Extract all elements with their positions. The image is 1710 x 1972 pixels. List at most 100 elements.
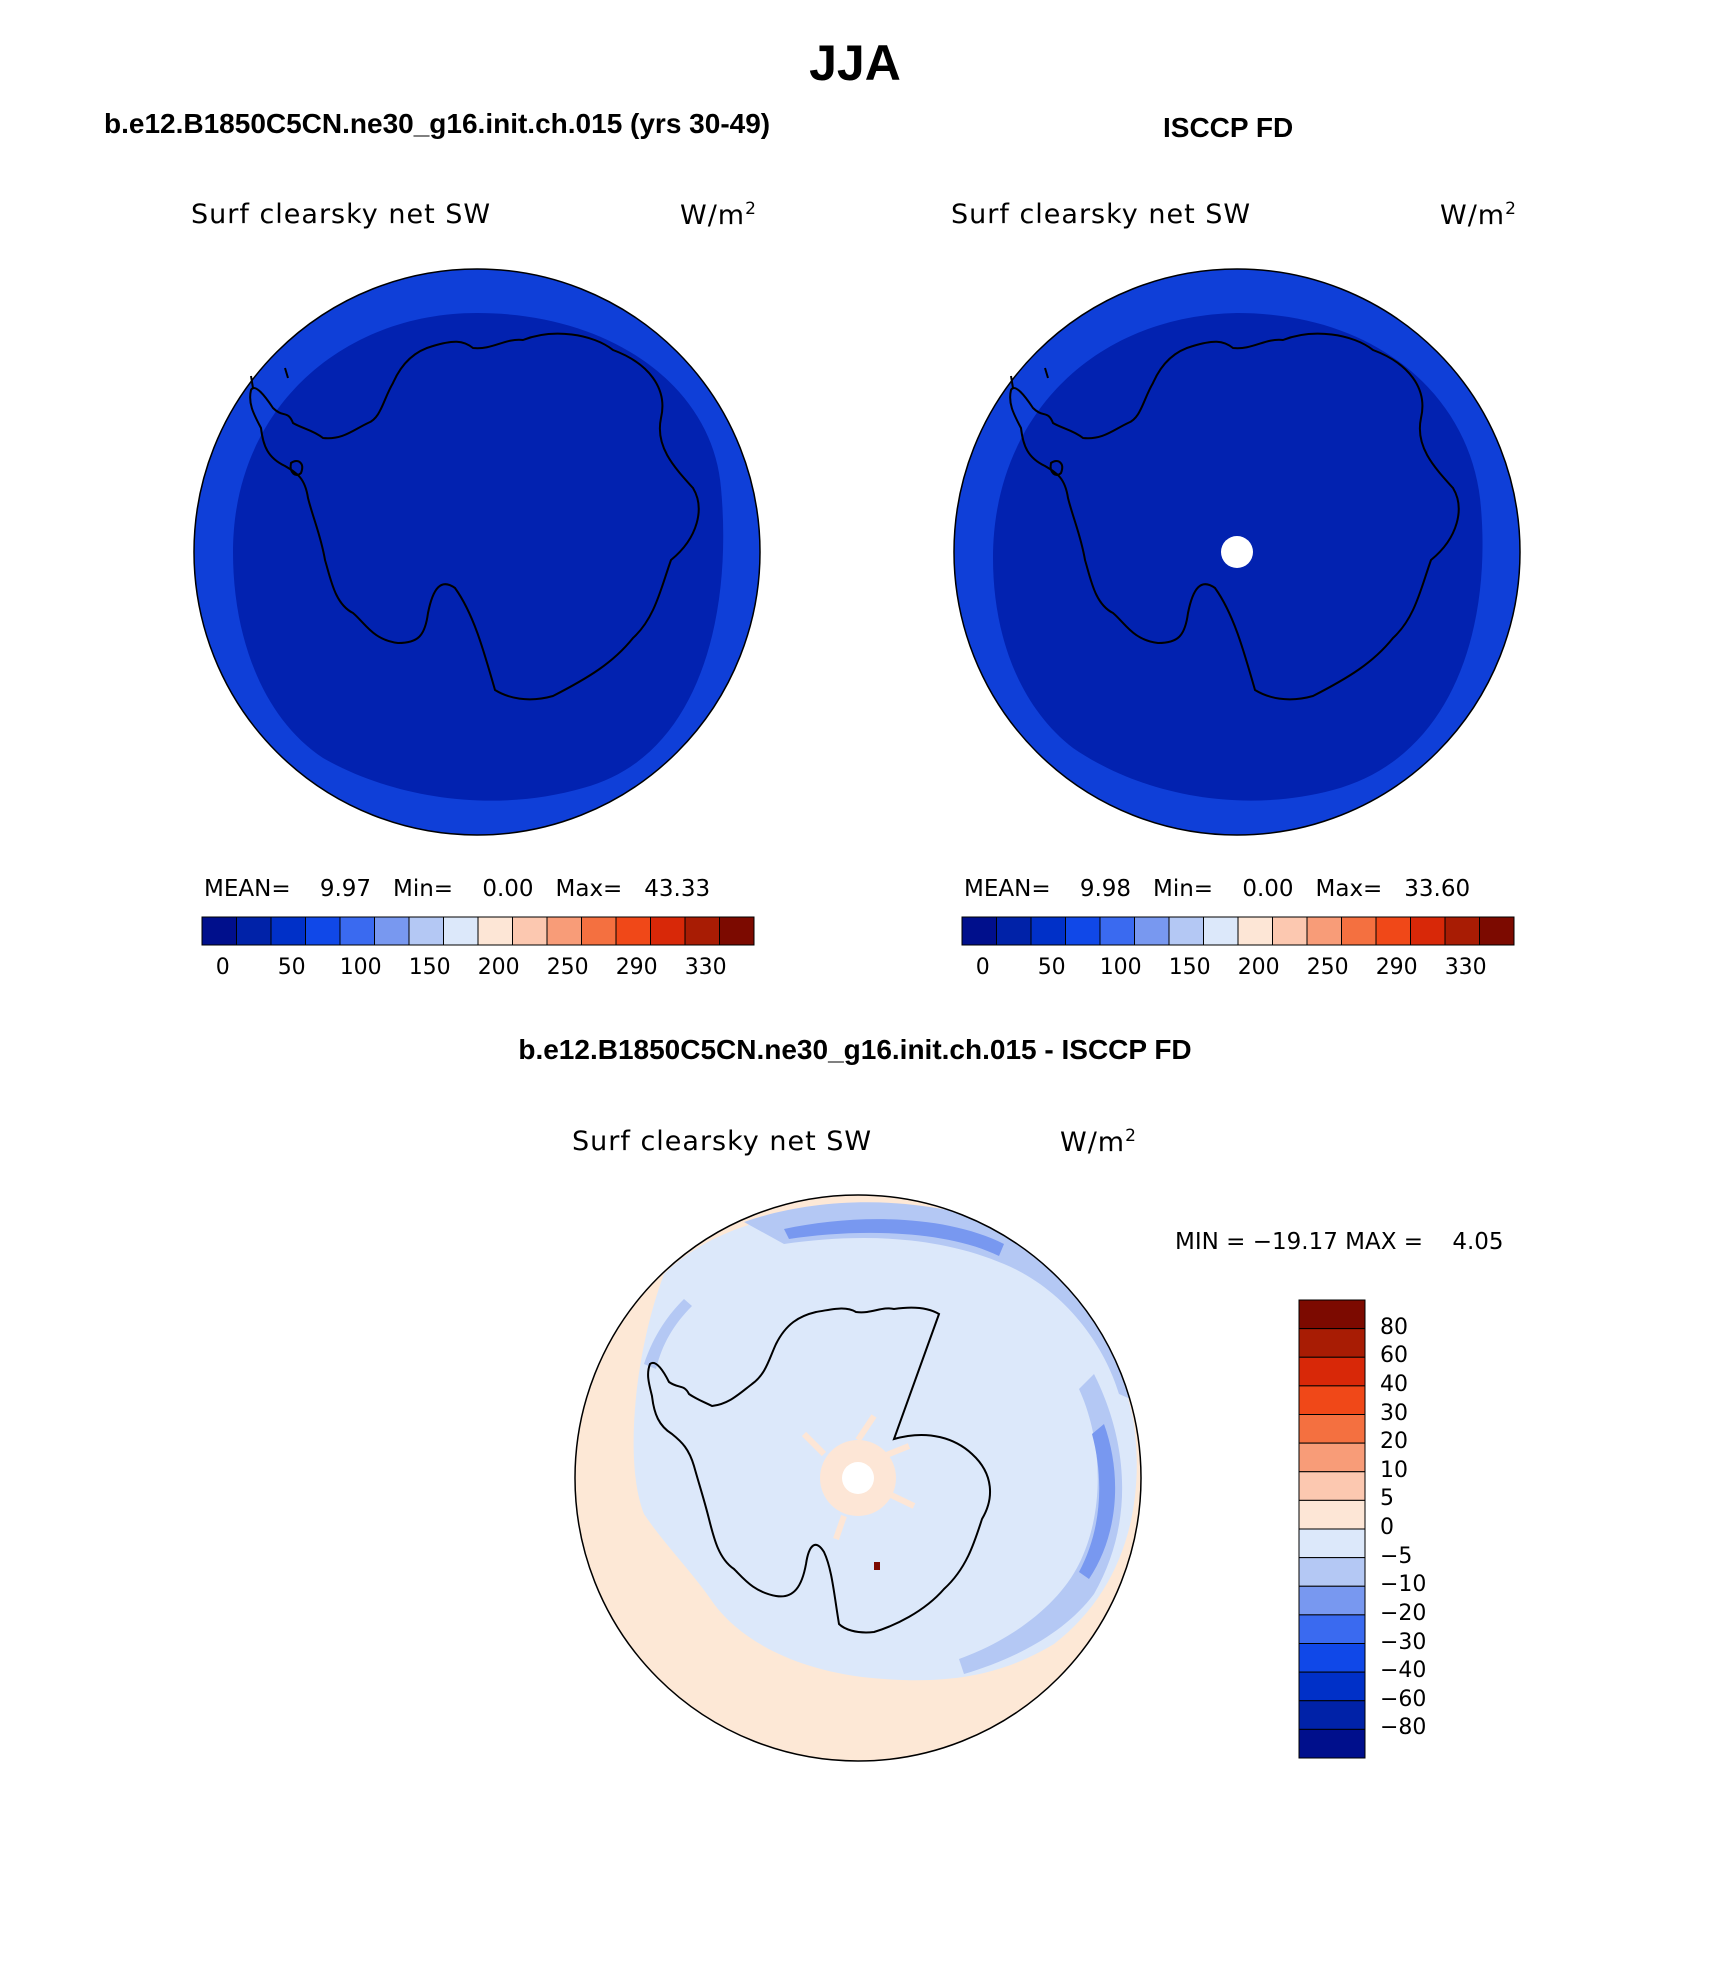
obs-case-title: ISCCP FD bbox=[1163, 112, 1294, 143]
colorbar-swatch bbox=[1298, 1557, 1366, 1587]
colorbar-swatch bbox=[1030, 916, 1066, 946]
diff-variable-label: Surf clearsky net SW bbox=[572, 1126, 873, 1157]
diff-colorbar bbox=[1298, 1299, 1366, 1759]
colorbar-swatch bbox=[1410, 916, 1446, 946]
antarctica-coastline bbox=[1009, 332, 1460, 701]
colorbar-swatch bbox=[581, 916, 617, 946]
colorbar-swatch bbox=[1479, 916, 1515, 946]
colorbar-swatch bbox=[1168, 916, 1204, 946]
diff-case-title: b.e12.B1850C5CN.ne30_g16.init.ch.015 - I… bbox=[518, 1034, 1192, 1065]
colorbar-tick-label: 200 bbox=[477, 955, 520, 980]
colorbar-tick-label: 290 bbox=[615, 955, 658, 980]
colorbar-swatch bbox=[1298, 1643, 1366, 1673]
obs-variable-label: Surf clearsky net SW bbox=[951, 199, 1252, 230]
colorbar-tick-label: 0 bbox=[215, 955, 230, 980]
colorbar-tick-label: 100 bbox=[1099, 955, 1142, 980]
colorbar-swatch bbox=[1272, 916, 1308, 946]
colorbar-tick-label: 30 bbox=[1380, 1400, 1408, 1426]
antarctica-coastline bbox=[249, 332, 700, 701]
colorbar-tick-label: 250 bbox=[546, 955, 589, 980]
colorbar-swatch bbox=[1298, 1385, 1366, 1415]
colorbar-swatch bbox=[1134, 916, 1170, 946]
colorbar-swatch bbox=[1298, 1414, 1366, 1444]
colorbar-tick-label: 50 bbox=[1037, 955, 1066, 980]
model-stats: MEAN= 9.97 Min= 0.00 Max= 43.33 bbox=[204, 876, 711, 902]
obs-colorbar-ticks: 0 50 100 150 200 250 290 330 bbox=[962, 955, 1514, 985]
colorbar-swatch bbox=[1298, 1299, 1366, 1330]
colorbar-tick-label: −80 bbox=[1380, 1715, 1427, 1741]
colorbar-tick-label: −20 bbox=[1380, 1600, 1427, 1626]
colorbar-swatch bbox=[201, 916, 237, 946]
colorbar-swatch bbox=[1065, 916, 1101, 946]
colorbar-tick-label: 290 bbox=[1375, 955, 1418, 980]
model-case-title: b.e12.B1850C5CN.ne30_g16.init.ch.015 (yr… bbox=[104, 108, 771, 139]
figure-title: JJA bbox=[809, 35, 901, 91]
colorbar-tick-label: −40 bbox=[1380, 1658, 1427, 1684]
colorbar-swatch bbox=[477, 916, 513, 946]
colorbar-tick-label: 20 bbox=[1380, 1429, 1408, 1455]
colorbar-tick-label: 60 bbox=[1380, 1343, 1408, 1369]
colorbar-swatch bbox=[1298, 1471, 1366, 1501]
colorbar-tick-label: 50 bbox=[277, 955, 306, 980]
positive-anomaly-spot bbox=[874, 1562, 880, 1570]
colorbar-swatch bbox=[684, 916, 720, 946]
colorbar-tick-label: 200 bbox=[1237, 955, 1280, 980]
colorbar-swatch bbox=[1298, 1700, 1366, 1730]
colorbar-swatch bbox=[1298, 1356, 1366, 1387]
colorbar-swatch bbox=[1237, 916, 1273, 946]
colorbar-swatch bbox=[1298, 1499, 1366, 1530]
colorbar-swatch bbox=[961, 916, 997, 946]
colorbar-tick-label: 150 bbox=[408, 955, 451, 980]
obs-units-label: W/m2 bbox=[1440, 199, 1517, 231]
colorbar-swatch bbox=[719, 916, 755, 946]
colorbar-swatch bbox=[1444, 916, 1480, 946]
colorbar-swatch bbox=[512, 916, 548, 946]
colorbar-tick-label: 0 bbox=[975, 955, 990, 980]
colorbar-swatch bbox=[305, 916, 341, 946]
antarctica-coastline bbox=[647, 1306, 992, 1634]
model-colorbar bbox=[201, 916, 755, 946]
colorbar-swatch bbox=[339, 916, 375, 946]
diff-units-label: W/m2 bbox=[1060, 1126, 1137, 1158]
obs-polar-map bbox=[953, 268, 1521, 836]
diff-polar-map bbox=[574, 1194, 1142, 1762]
model-units-label: W/m2 bbox=[680, 199, 757, 231]
colorbar-tick-label: 40 bbox=[1380, 1371, 1408, 1397]
colorbar-tick-label: 150 bbox=[1168, 955, 1211, 980]
model-colorbar-ticks: 0 50 100 150 200 250 290 330 bbox=[202, 955, 754, 985]
colorbar-swatch bbox=[996, 916, 1032, 946]
colorbar-tick-label: 5 bbox=[1380, 1486, 1394, 1512]
model-variable-label: Surf clearsky net SW bbox=[191, 199, 492, 230]
colorbar-swatch bbox=[270, 916, 306, 946]
colorbar-tick-label: 330 bbox=[1444, 955, 1487, 980]
colorbar-swatch bbox=[374, 916, 410, 946]
diff-colorbar-ticks: 80 60 40 30 20 10 5 0 −5 −10 −20 −30 −40 −60 −80 bbox=[1380, 1300, 1500, 1758]
colorbar-swatch bbox=[1203, 916, 1239, 946]
colorbar-swatch bbox=[1298, 1328, 1366, 1358]
colorbar-swatch bbox=[1298, 1528, 1366, 1559]
colorbar-tick-label: −10 bbox=[1380, 1572, 1427, 1598]
colorbar-tick-label: 330 bbox=[684, 955, 727, 980]
colorbar-swatch bbox=[408, 916, 444, 946]
colorbar-tick-label: 0 bbox=[1380, 1515, 1394, 1540]
colorbar-swatch bbox=[650, 916, 686, 946]
colorbar-swatch bbox=[1341, 916, 1377, 946]
colorbar-tick-label: −30 bbox=[1380, 1629, 1427, 1655]
colorbar-swatch bbox=[1375, 916, 1411, 946]
colorbar-swatch bbox=[1306, 916, 1342, 946]
colorbar-tick-label: −5 bbox=[1380, 1543, 1413, 1569]
colorbar-swatch bbox=[1298, 1671, 1366, 1702]
colorbar-swatch bbox=[615, 916, 651, 946]
diff-minmax: MIN = −19.17 MAX = 4.05 bbox=[1175, 1229, 1504, 1255]
colorbar-swatch bbox=[1099, 916, 1135, 946]
colorbar-tick-label: 10 bbox=[1380, 1457, 1408, 1483]
colorbar-swatch bbox=[1298, 1728, 1366, 1759]
obs-colorbar bbox=[961, 916, 1515, 946]
colorbar-tick-label: 80 bbox=[1380, 1314, 1408, 1340]
polar-missing-data bbox=[842, 1462, 874, 1494]
colorbar-tick-label: 250 bbox=[1306, 955, 1349, 980]
colorbar-tick-label: −60 bbox=[1380, 1686, 1427, 1712]
colorbar-tick-label: 100 bbox=[339, 955, 382, 980]
colorbar-swatch bbox=[1298, 1614, 1366, 1644]
polar-missing-data bbox=[1221, 536, 1253, 568]
